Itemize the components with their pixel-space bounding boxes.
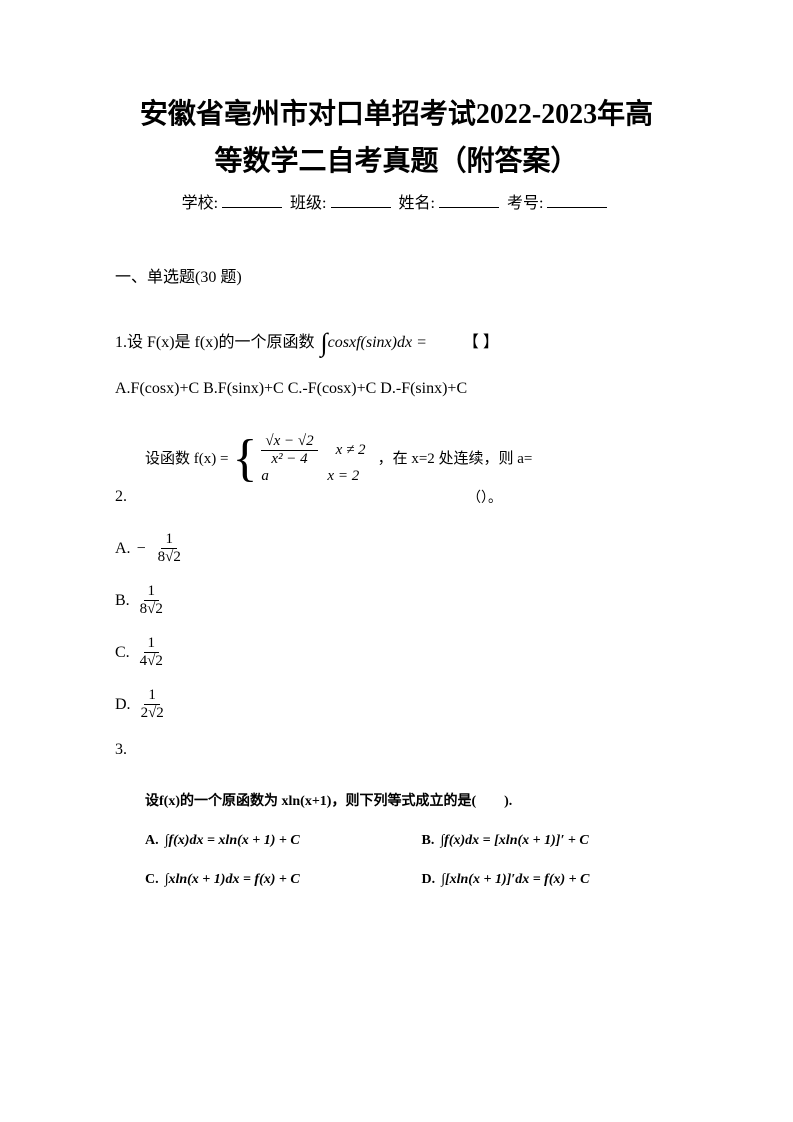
q2-piece2-cond: x = 2	[327, 467, 359, 485]
sqrt-icon: √	[147, 653, 155, 670]
q3-choice-d: D. ∫[xln(x + 1)]′dx = f(x) + C	[422, 865, 679, 896]
question-1-stem: 1.设 F(x)是 f(x)的一个原函数 ∫ cosxf(sinx)dx = 【…	[115, 317, 678, 369]
q3-b-label: B.	[422, 826, 435, 857]
q2-choice-c-frac: 1 4√2	[136, 635, 167, 669]
school-blank	[222, 207, 282, 208]
sqrt-icon: √	[148, 705, 156, 722]
q2-a-den-n: 8	[158, 549, 166, 566]
q2-choice-d: D. 1 2√2	[115, 687, 678, 721]
q2-d-den-n: 2	[141, 705, 149, 722]
q2-choice-b-num: 1	[144, 583, 160, 601]
question-1: 1.设 F(x)是 f(x)的一个原函数 ∫ cosxf(sinx)dx = 【…	[115, 317, 678, 405]
q2-choice-c: C. 1 4√2	[115, 635, 678, 669]
q2-piece1-frac: √x − √2 x² − 4	[261, 433, 317, 467]
q1-bracket: 【 】	[463, 327, 499, 359]
q2-choice-b-frac: 1 8√2	[136, 583, 167, 617]
section-1-title: 一、单选题(30 题)	[115, 263, 678, 287]
q2-stem: 设函数 f(x) = { √x − √2 x² − 4 x ≠ 2 a x = …	[145, 433, 678, 485]
name-label: 姓名:	[399, 195, 435, 212]
q2-choice-d-label: D.	[115, 689, 131, 721]
name-blank	[439, 207, 499, 208]
q2-paren: （）。	[467, 485, 502, 513]
q2-piecewise: { √x − √2 x² − 4 x ≠ 2 a x = 2	[232, 433, 365, 485]
q2-piece-1: √x − √2 x² − 4 x ≠ 2	[261, 433, 365, 467]
q1-integral-body: cosxf(sinx)dx =	[328, 327, 427, 359]
question-3: 设f(x)的一个原函数为 xln(x+1)，则下列等式成立的是( ). A. ∫…	[145, 787, 678, 895]
question-2: 设函数 f(x) = { √x − √2 x² − 4 x ≠ 2 a x = …	[115, 433, 678, 721]
q2-choice-a: A. − 1 8√2	[115, 531, 678, 565]
q2-choice-a-frac: 1 8√2	[154, 531, 185, 565]
q2-choice-b-label: B.	[115, 585, 130, 617]
q3-d-label: D.	[422, 865, 436, 896]
q3-b-text: ∫f(x)dx = [xln(x + 1)]′ + C	[440, 826, 588, 857]
class-blank	[331, 207, 391, 208]
q3-choice-b: B. ∫f(x)dx = [xln(x + 1)]′ + C	[422, 826, 679, 857]
q2-piece1-cond: x ≠ 2	[336, 441, 366, 459]
q2-choice-c-num: 1	[144, 635, 160, 653]
sqrt-icon: √	[165, 549, 173, 566]
left-brace-icon: {	[232, 436, 257, 483]
q2-c-den-r: 2	[155, 653, 163, 670]
q2-b-den-n: 8	[140, 601, 148, 618]
q2-choice-b: B. 1 8√2	[115, 583, 678, 617]
q2-piece-2: a x = 2	[261, 467, 365, 485]
q2-choice-c-label: C.	[115, 637, 130, 669]
q2-choice-a-label: A.	[115, 533, 131, 565]
sqrt-icon: √	[147, 601, 155, 618]
document-title-line2: 等数学二自考真题（附答案）	[115, 142, 678, 181]
q3-number: 3.	[115, 741, 678, 759]
q3-c-label: C.	[145, 865, 159, 896]
q3-choice-a: A. ∫f(x)dx = xln(x + 1) + C	[145, 826, 402, 857]
q2-choice-d-den: 2√2	[137, 705, 168, 722]
number-blank	[547, 207, 607, 208]
q2-piece-rows: √x − √2 x² − 4 x ≠ 2 a x = 2	[261, 433, 365, 485]
q2-a-den-r: 2	[173, 549, 181, 566]
q2-choice-b-den: 8√2	[136, 601, 167, 618]
q2-pre-text: 设函数 f(x) =	[145, 444, 228, 474]
q2-choice-a-sign: −	[137, 533, 146, 565]
q2-piece1-den: x² − 4	[267, 451, 311, 468]
q2-mid-text: ，在 x=2 处连续，则 a=	[378, 444, 533, 474]
q2-choice-c-den: 4√2	[136, 653, 167, 670]
q3-a-label: A.	[145, 826, 159, 857]
q1-integral: ∫ cosxf(sinx)dx =	[321, 317, 427, 369]
q2-choice-a-num: 1	[161, 531, 177, 549]
q3-stem: 设f(x)的一个原函数为 xln(x+1)，则下列等式成立的是( ).	[145, 787, 678, 818]
q3-choice-c: C. ∫xln(x + 1)dx = f(x) + C	[145, 865, 402, 896]
q2-choice-d-num: 1	[144, 687, 160, 705]
q2-c-den-n: 4	[140, 653, 148, 670]
integral-sign-icon: ∫	[321, 317, 328, 369]
q2-choice-d-frac: 1 2√2	[137, 687, 168, 721]
q2-choice-a-den: 8√2	[154, 549, 185, 566]
q2-d-den-r: 2	[156, 705, 164, 722]
q1-prefix: 1.设 F(x)是 f(x)的一个原函数	[115, 327, 315, 359]
q2-b-den-r: 2	[155, 601, 163, 618]
q2-piece2-val: a	[261, 467, 309, 485]
q3-a-text: ∫f(x)dx = xln(x + 1) + C	[165, 826, 300, 857]
q2-piece1-num: √x − √2	[261, 433, 317, 451]
q2-number: 2.	[115, 481, 127, 513]
q3-c-text: ∫xln(x + 1)dx = f(x) + C	[165, 865, 300, 896]
q3-d-text: ∫[xln(x + 1)]′dx = f(x) + C	[441, 865, 589, 896]
number-label: 考号:	[507, 195, 543, 212]
class-label: 班级:	[290, 195, 326, 212]
q3-choices: A. ∫f(x)dx = xln(x + 1) + C B. ∫f(x)dx =…	[145, 826, 678, 896]
q1-choices: A.F(cosx)+C B.F(sinx)+C C.-F(cosx)+C D.-…	[115, 373, 678, 405]
school-label: 学校:	[182, 195, 218, 212]
student-info-line: 学校: 班级: 姓名: 考号:	[115, 189, 678, 213]
document-title-line1: 安徽省亳州市对口单招考试2022-2023年高	[115, 95, 678, 134]
